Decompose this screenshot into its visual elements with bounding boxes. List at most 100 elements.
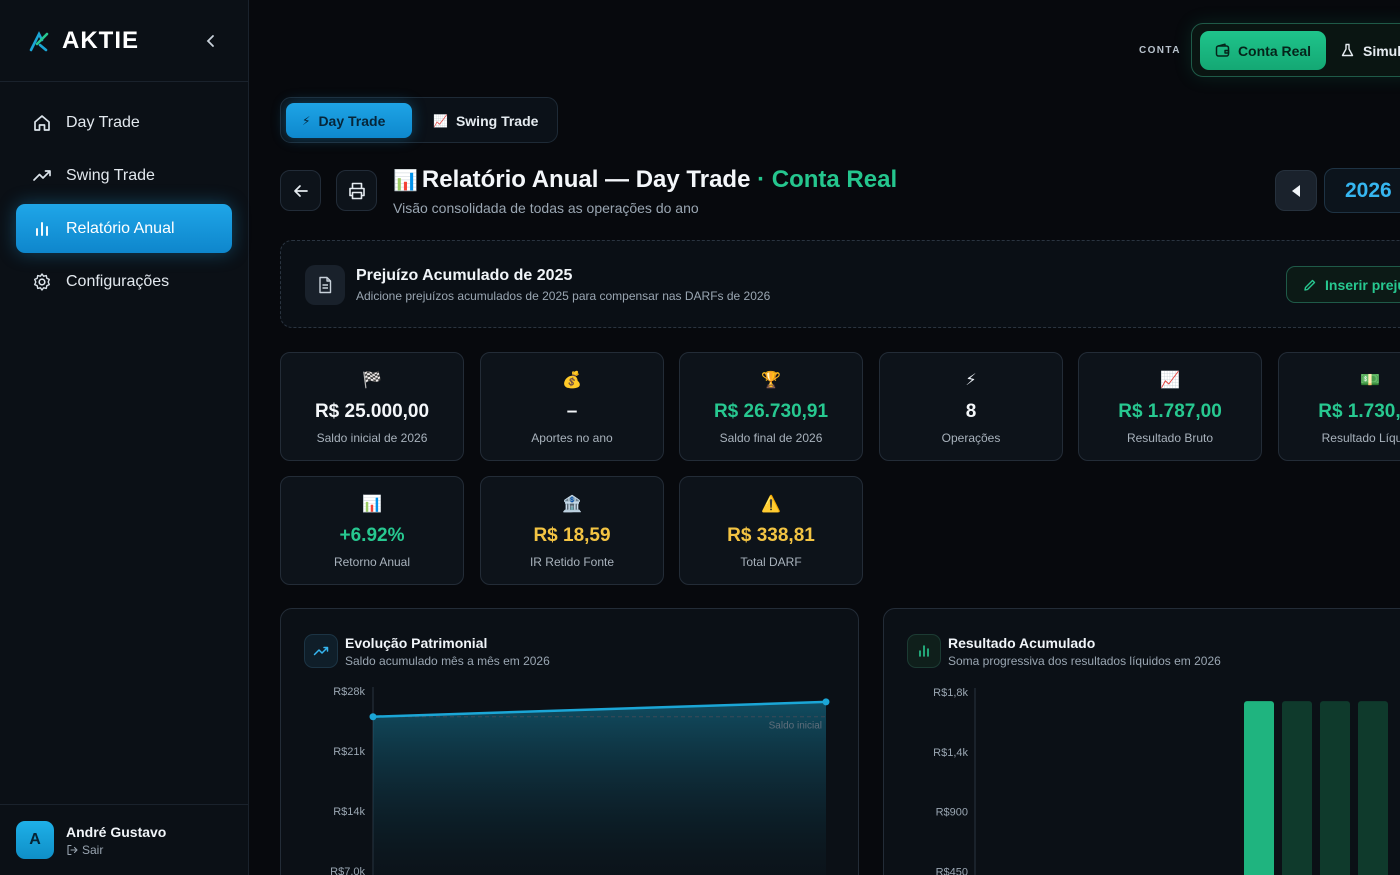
stat-label: Resultado Líquido [1321, 431, 1400, 445]
tab-day-trade[interactable]: ⚡ Day Trade [286, 103, 412, 138]
banknote-icon: 💵 [1360, 372, 1380, 389]
page-title: 📊 Relatório Anual — Day Trade · Conta Rea… [393, 166, 897, 194]
resultado-chart: R$1,8k R$1,4k R$900 R$450 [933, 687, 1388, 875]
chart-title: Resultado Acumulado [948, 635, 1096, 651]
bar [1282, 701, 1312, 875]
y-tick-label: R$450 [936, 866, 968, 875]
prejuizo-banner: Prejuízo Acumulado de 2025 Adicione prej… [280, 240, 1400, 328]
bar-chart-icon [32, 219, 52, 239]
stat-value: – [566, 401, 578, 422]
inserir-prejuizo-button[interactable]: Inserir prejuízo [1286, 266, 1400, 303]
home-icon [32, 113, 52, 133]
y-tick-label: R$7,0k [330, 866, 365, 875]
bar-chart-emoji-icon: 📊 [393, 170, 418, 192]
sidebar-item-label: Day Trade [66, 113, 140, 131]
checkered-flag-icon: 🏁 [362, 372, 382, 389]
stat-value: R$ 18,59 [533, 525, 611, 546]
account-switch: Conta Real Simulador [1191, 23, 1400, 77]
trending-up-icon [32, 166, 52, 186]
simulador-button[interactable]: Simulador [1340, 31, 1400, 70]
chart-subtitle: Soma progressiva dos resultados líquidos… [948, 654, 1221, 668]
bar-chart-icon [907, 634, 941, 668]
stat-value: R$ 1.730,91 [1318, 401, 1400, 422]
year-selector[interactable]: 2026 [1324, 168, 1400, 213]
stat-label: Resultado Bruto [1126, 431, 1214, 445]
sidebar: AKTIE Day Trade Swing Trade Relatório An… [0, 0, 249, 875]
lightning-icon: ⚡ [965, 372, 977, 389]
printer-icon [348, 182, 365, 199]
money-bag-icon: 💰 [562, 372, 582, 389]
reference-line-label: Saldo inicial [769, 721, 822, 732]
brand-name: AKTIE [62, 26, 139, 54]
chart-up-icon: 📈 [1160, 372, 1180, 389]
logout-label: Sair [82, 842, 104, 857]
sidebar-item-label: Relatório Anual [66, 219, 175, 237]
stat-label: Saldo final de 2026 [719, 431, 823, 445]
banner-subtitle: Adicione prejuízos acumulados de 2025 pa… [356, 289, 771, 303]
triangle-left-icon [1292, 184, 1300, 197]
bank-icon: 🏦 [562, 496, 582, 513]
chevron-left-icon [206, 34, 214, 47]
chart-subtitle: Saldo acumulado mês a mês em 2026 [345, 654, 550, 668]
bar [1358, 701, 1388, 875]
stat-card-retorno-anual: 📊 +6.92% Retorno Anual [280, 476, 464, 585]
tab-label: Day Trade [318, 112, 386, 129]
inserir-prejuizo-label: Inserir prejuízo [1325, 276, 1400, 293]
document-icon [305, 265, 345, 305]
stat-card-saldo-inicial: 🏁 R$ 25.000,00 Saldo inicial de 2026 [280, 352, 464, 461]
stat-value: +6.92% [339, 525, 405, 546]
stat-card-operacoes: ⚡ 8 Operações [879, 352, 1063, 461]
y-tick-label: R$21k [333, 746, 365, 758]
stat-card-ir-retido: 🏦 R$ 18,59 IR Retido Fonte [480, 476, 664, 585]
back-button[interactable] [280, 170, 321, 211]
gear-icon [32, 272, 52, 292]
stat-value: 8 [965, 401, 977, 422]
area-fill [373, 701, 826, 875]
trending-up-icon [304, 634, 338, 668]
arrow-left-icon [293, 184, 308, 197]
y-tick-label: R$1,8k [933, 687, 968, 699]
bar [1244, 701, 1274, 875]
sidebar-item-relatorio-anual[interactable]: Relatório Anual [16, 204, 232, 253]
page-header: 📊 Relatório Anual — Day Trade · Conta Rea… [393, 166, 897, 216]
logout-icon [67, 844, 78, 855]
conta-real-button[interactable]: Conta Real [1200, 31, 1326, 70]
stat-value: R$ 25.000,00 [314, 401, 430, 422]
sidebar-item-configuracoes[interactable]: Configurações [16, 257, 232, 306]
stat-card-total-darf: ⚠️ R$ 338,81 Total DARF [679, 476, 863, 585]
stat-label: Retorno Anual [333, 555, 411, 569]
bar [1320, 701, 1350, 875]
mode-tabs: ⚡ Day Trade 📈 Swing Trade [280, 97, 558, 143]
logo-icon [29, 30, 49, 51]
chart-title: Evolução Patrimonial [345, 635, 488, 651]
stat-card-resultado-liquido: 💵 R$ 1.730,91 Resultado Líquido [1278, 352, 1400, 461]
series-line [372, 700, 827, 718]
banner-title: Prejuízo Acumulado de 2025 [356, 267, 573, 284]
sidebar-item-day-trade[interactable]: Day Trade [16, 98, 232, 147]
tab-swing-trade[interactable]: 📈 Swing Trade [417, 103, 554, 138]
stat-card-aportes: 💰 – Aportes no ano [480, 352, 664, 461]
pencil-icon [1304, 279, 1316, 291]
stat-label: IR Retido Fonte [529, 555, 615, 569]
page-subtitle: Visão consolidada de todas as operações … [393, 200, 699, 216]
sidebar-item-label: Configurações [66, 272, 170, 290]
simulador-label: Simulador [1363, 42, 1400, 59]
page-title-text: Relatório Anual — Day Trade [421, 166, 751, 193]
stat-value: R$ 338,81 [727, 525, 815, 546]
stat-label: Aportes no ano [531, 431, 613, 445]
stat-label: Saldo inicial de 2026 [316, 431, 428, 445]
print-button[interactable] [336, 170, 377, 211]
avatar[interactable]: A [16, 821, 54, 859]
logout-button[interactable]: Sair [66, 843, 166, 857]
evolucao-chart: R$28k R$21k R$14k R$7,0k Saldo inicial [330, 686, 830, 875]
conta-label: CONTA [1139, 45, 1181, 56]
y-tick-label: R$900 [936, 807, 968, 819]
previous-year-button[interactable] [1275, 170, 1317, 211]
y-tick-label: R$14k [333, 806, 365, 818]
stat-card-resultado-bruto: 📈 R$ 1.787,00 Resultado Bruto [1078, 352, 1262, 461]
conta-real-label: Conta Real [1237, 42, 1312, 59]
collapse-sidebar-button[interactable] [202, 32, 220, 50]
sidebar-item-swing-trade[interactable]: Swing Trade [16, 151, 232, 200]
brand: AKTIE [0, 0, 248, 82]
flask-icon [1341, 43, 1354, 57]
